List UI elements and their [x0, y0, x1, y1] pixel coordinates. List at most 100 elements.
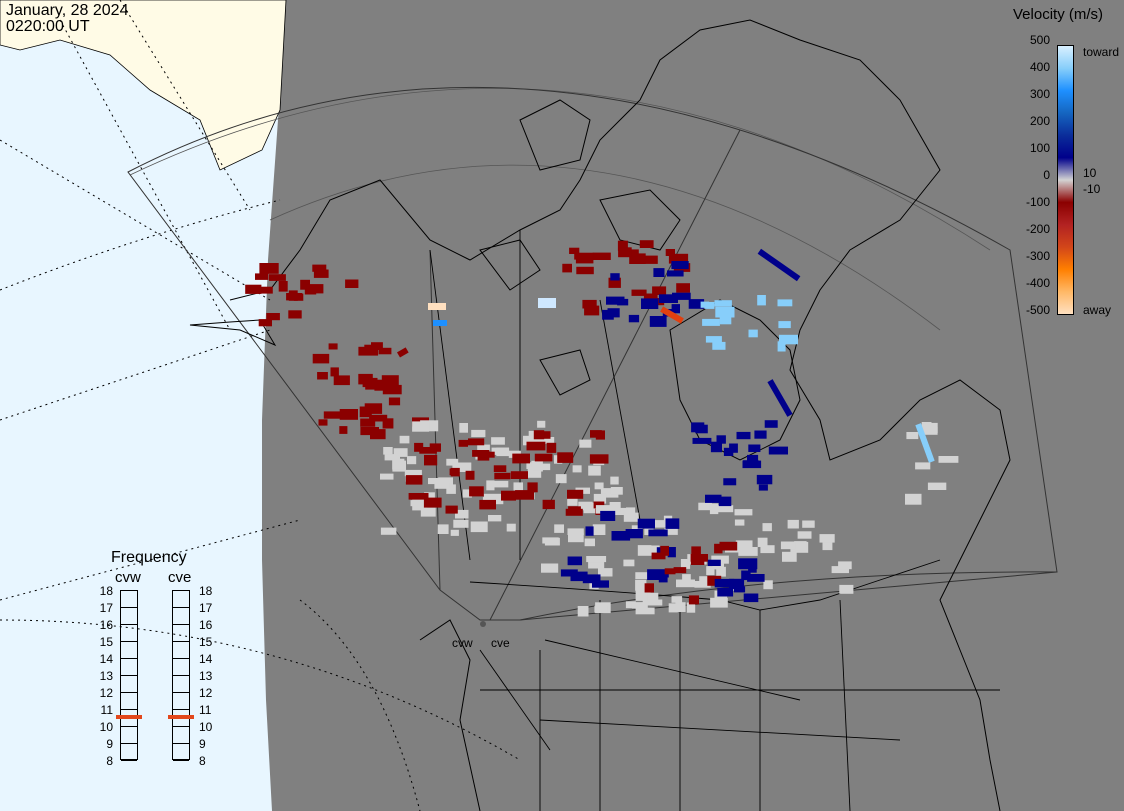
velocity-cell [412, 499, 428, 511]
velocity-cell [470, 521, 488, 533]
velocity-cell [652, 286, 667, 295]
velocity-cell [736, 431, 751, 440]
velocity-cell [593, 501, 605, 509]
velocity-cell [585, 526, 594, 536]
velocity-cell [754, 430, 767, 439]
frequency-tick-label: 14 [99, 652, 113, 666]
frequency-cell [121, 710, 137, 727]
velocity-cell [345, 279, 359, 288]
velocity-cell [686, 602, 696, 613]
velocity-cell [714, 543, 723, 554]
velocity-cell [635, 572, 650, 580]
velocity-cell [782, 551, 797, 562]
velocity-cell [831, 566, 849, 574]
velocity-cell [445, 505, 458, 514]
velocity-cell [668, 253, 689, 264]
velocity-cell [762, 523, 772, 532]
velocity-cell [777, 341, 786, 352]
velocity-cell [717, 505, 734, 513]
velocity-cell [665, 249, 675, 256]
velocity-cell [358, 346, 379, 356]
velocity-cell [286, 293, 303, 301]
velocity-cell [707, 559, 721, 566]
velocity-cell [479, 451, 495, 458]
velocity-cell [729, 443, 738, 453]
velocity-cell [288, 310, 302, 319]
velocity-cell [719, 541, 738, 551]
velocity-cell [698, 502, 712, 511]
velocity-cell [360, 427, 379, 436]
velocity-cell [384, 454, 400, 461]
velocity-cell [589, 454, 609, 464]
velocity-cell [266, 313, 280, 321]
velocity-cell [471, 429, 486, 438]
frequency-cell [173, 608, 189, 625]
velocity-cell [758, 484, 768, 491]
velocity-cell [358, 373, 373, 385]
velocity-cell [382, 418, 394, 429]
velocity-cell [554, 524, 564, 533]
velocity-cell [659, 570, 669, 578]
velocity-cell [716, 566, 726, 577]
velocity-cell [768, 446, 788, 455]
velocity-cell [392, 458, 405, 470]
velocity-cell [527, 482, 538, 493]
frequency-cell [121, 727, 137, 744]
velocity-cell [906, 432, 919, 440]
velocity-cell [709, 503, 719, 515]
velocity-cell [600, 510, 616, 521]
velocity-cell [718, 496, 732, 507]
radar-site-cvw [480, 621, 486, 627]
velocity-cell [339, 426, 348, 434]
velocity-cell [468, 438, 485, 446]
velocity-cell [719, 315, 732, 325]
velocity-cell [515, 490, 534, 500]
velocity-cell [526, 462, 536, 469]
velocity-cell [593, 493, 607, 504]
velocity-cell [557, 452, 574, 463]
velocity-cell [423, 497, 442, 508]
velocity-cell [631, 289, 647, 296]
velocity-cell [734, 519, 745, 526]
velocity-cell [469, 486, 484, 497]
radar-site-label-cvw: cvw [452, 636, 473, 650]
velocity-cell [568, 532, 584, 543]
velocity-cell [420, 507, 436, 517]
velocity-cell [927, 482, 947, 490]
frequency-cell [121, 744, 137, 761]
velocity-cell [667, 547, 676, 558]
velocity-cell [743, 460, 759, 468]
velocity-beam [767, 379, 793, 417]
velocity-cell [582, 299, 597, 309]
velocity-cell [738, 558, 758, 570]
velocity-cell [637, 545, 652, 556]
velocity-cell [668, 603, 678, 613]
velocity-cell [626, 507, 636, 518]
frequency-tick-label: 15 [199, 635, 213, 649]
velocity-cell [586, 556, 607, 563]
velocity-cell [462, 489, 472, 498]
velocity-cell [747, 454, 759, 461]
velocity-cell [446, 458, 459, 466]
velocity-beam [757, 248, 801, 282]
velocity-cell [625, 529, 643, 539]
velocity-cell [733, 586, 746, 593]
velocity-cell [705, 336, 722, 343]
colorbar-title: Velocity (m/s) [1013, 6, 1104, 23]
frequency-tick-label: 12 [99, 686, 113, 700]
velocity-cell [631, 602, 648, 609]
velocity-cell [318, 419, 328, 426]
frequency-cell [173, 642, 189, 659]
velocity-cell [538, 298, 556, 308]
velocity-cell [592, 580, 609, 588]
velocity-cell [333, 375, 350, 386]
frequency-tick-label: 12 [199, 686, 213, 700]
frequency-radar-cve-label: cve [168, 569, 192, 586]
velocity-cell [602, 309, 614, 320]
velocity-cell [735, 540, 753, 551]
frequency-cell [173, 710, 189, 727]
velocity-cell [300, 279, 310, 290]
frequency-cell [173, 727, 189, 744]
velocity-cell [369, 414, 388, 422]
colorbar-tick-label: 400 [1029, 60, 1050, 74]
